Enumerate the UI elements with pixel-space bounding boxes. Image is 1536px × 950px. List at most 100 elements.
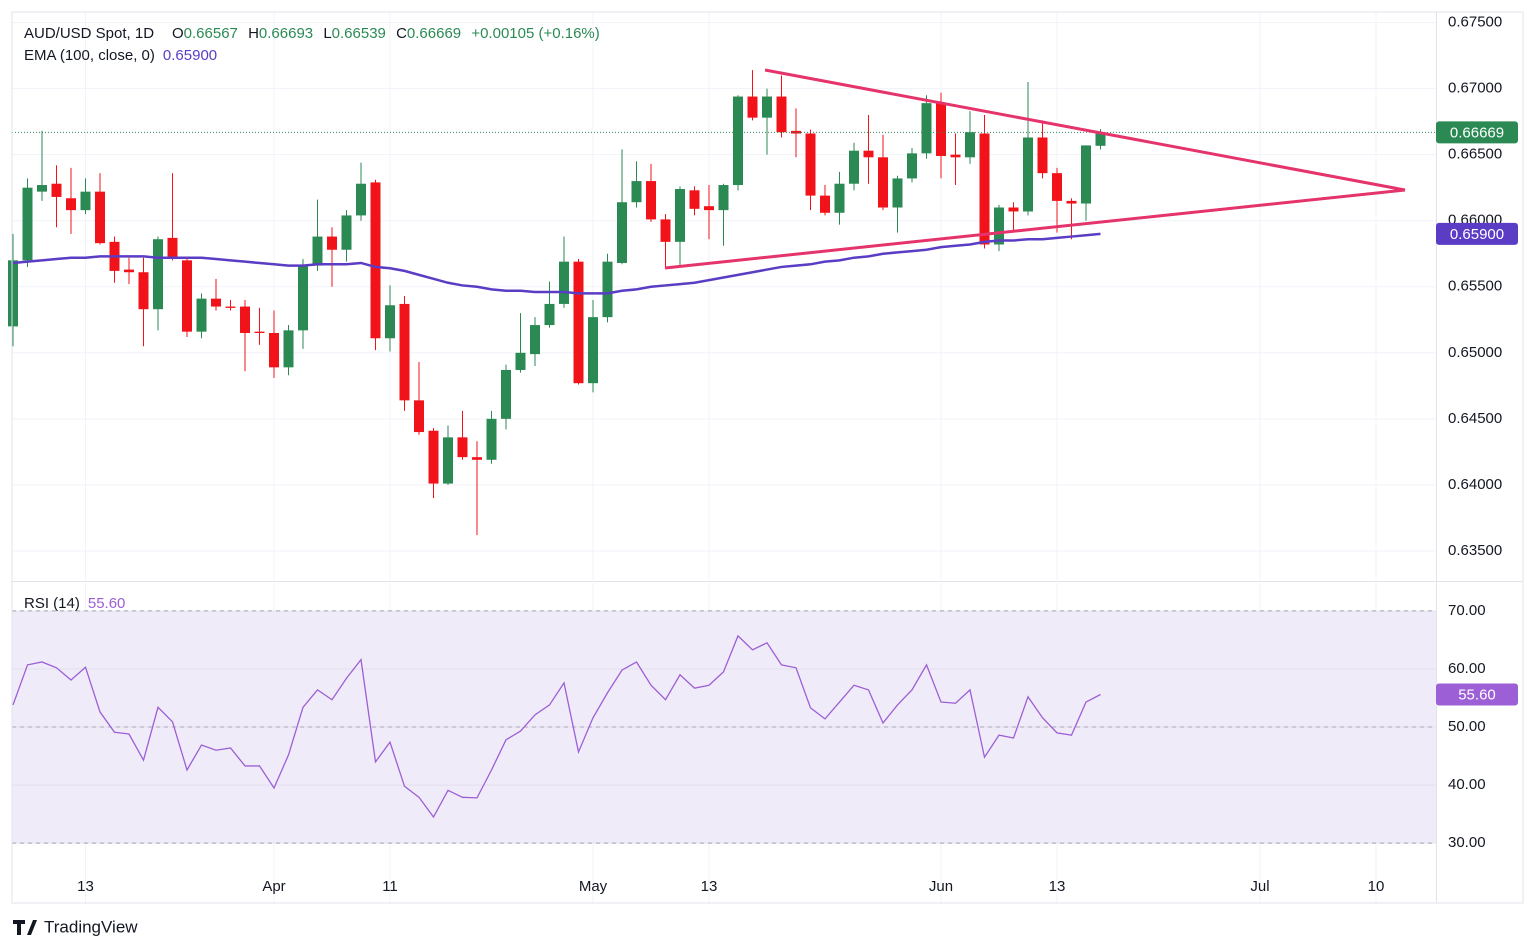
candle-body — [863, 150, 874, 158]
background-layer — [12, 12, 1436, 903]
series-last-text: 55.60 — [1458, 686, 1496, 703]
x-tick-label: 13 — [1049, 878, 1066, 895]
candle-body — [747, 96, 758, 118]
candle-body — [718, 185, 729, 211]
y-tick-label: 0.65500 — [1448, 278, 1502, 295]
labels-layer: 13 Apr 11 May 13 Jun 13 Jul 10 0.67500 0.67000 0.66… — [77, 14, 1518, 895]
candle-body — [341, 215, 352, 250]
ema-legend: EMA (100, close, 0) 0.65900 — [24, 47, 217, 64]
candle-body — [486, 418, 497, 460]
y-tick-label: 60.00 — [1448, 660, 1486, 677]
x-tick-label: 13 — [701, 878, 718, 895]
y-tick-label: 0.65000 — [1448, 344, 1502, 361]
series-last-box — [1436, 222, 1518, 245]
candle-body — [1081, 145, 1091, 204]
candle-body — [1095, 132, 1106, 146]
candle-body — [8, 260, 18, 327]
brand-name: TradingView — [44, 917, 138, 936]
candle-body — [878, 157, 888, 208]
candle-body — [733, 96, 743, 186]
candle-body — [660, 219, 671, 242]
candle-body — [196, 298, 207, 332]
candle-body — [385, 305, 395, 339]
candle-body — [675, 189, 685, 242]
candle-body — [936, 103, 946, 156]
last-price-text: 0.66669 — [1450, 124, 1504, 141]
close-key: C — [396, 25, 407, 42]
candle-body — [182, 260, 192, 332]
candle-body — [588, 317, 598, 384]
candle-body — [428, 430, 439, 484]
candle-body — [80, 191, 91, 211]
candle-body — [51, 183, 62, 197]
candle-body — [689, 190, 700, 209]
y-tick-label: 50.00 — [1448, 718, 1486, 735]
candle-body — [283, 330, 294, 368]
open-key: O — [172, 25, 184, 42]
candle-body — [225, 306, 236, 308]
candle-body — [269, 332, 279, 368]
candle-body — [559, 261, 569, 304]
x-tick-label: May — [579, 878, 608, 895]
candle-body — [1066, 200, 1077, 204]
candle-body — [704, 206, 714, 211]
high-value: 0.66693 — [259, 25, 313, 42]
candle-body — [921, 103, 932, 154]
rsi-name: RSI (14) — [24, 595, 80, 612]
candle-body — [805, 133, 816, 196]
candle-body — [762, 96, 772, 118]
close-value: 0.66669 — [407, 25, 461, 42]
candle-body — [646, 181, 656, 220]
candle-body — [1023, 137, 1033, 212]
candle-body — [515, 352, 526, 370]
candle-body — [153, 239, 163, 310]
candle-body — [312, 236, 323, 266]
candle-body — [834, 183, 845, 213]
candle-body — [167, 237, 178, 260]
frame — [11, 11, 1524, 904]
candle-body — [457, 437, 468, 458]
candle-body — [298, 265, 308, 331]
candle-body — [892, 178, 903, 208]
series-last-box — [1436, 683, 1518, 706]
trendline-upper — [764, 68, 1406, 192]
y-tick-label: 0.66500 — [1448, 146, 1502, 163]
change-value: +0.00105 (+0.16%) — [471, 25, 599, 42]
candle-body — [370, 182, 381, 339]
ema-name: EMA (100, close, 0) — [24, 47, 155, 64]
x-tick-label: 11 — [382, 878, 398, 895]
candle-body — [820, 195, 830, 213]
symbol-title: AUD/USD Spot, 1D — [24, 25, 154, 42]
marks-layer — [8, 70, 1436, 819]
candle-body — [327, 236, 337, 250]
candle-body — [472, 457, 482, 460]
candle-body — [849, 150, 859, 184]
candle-body — [631, 181, 642, 203]
brand-logo: TradingView — [13, 917, 138, 936]
candle-body — [95, 191, 105, 244]
candle-body — [907, 153, 917, 179]
candle-body — [1037, 137, 1048, 174]
low-value: 0.66539 — [332, 25, 386, 42]
x-tick-label: 10 — [1368, 878, 1385, 895]
candle-body — [1052, 173, 1062, 201]
candle-body — [124, 269, 134, 273]
y-tick-label: 0.63500 — [1448, 542, 1502, 559]
y-tick-label: 30.00 — [1448, 834, 1486, 851]
low-key: L — [323, 25, 331, 42]
candle-body — [530, 325, 540, 355]
candle-body — [965, 132, 975, 158]
series-last-text: 0.65900 — [1450, 226, 1504, 243]
candle-body — [501, 369, 511, 419]
candle-body — [37, 185, 47, 192]
y-tick-label: 0.67000 — [1448, 80, 1502, 97]
candle-body — [138, 272, 149, 310]
candle-body — [544, 303, 555, 326]
candle-body — [66, 198, 76, 211]
candle-body — [617, 202, 627, 263]
y-tick-label: 0.67500 — [1448, 14, 1502, 31]
line-series — [12, 232, 1101, 295]
ohlc-legend: O0.66567 H0.66693 L0.66539 C0.66669 +0.0… — [172, 25, 600, 42]
candle-body — [443, 437, 453, 484]
